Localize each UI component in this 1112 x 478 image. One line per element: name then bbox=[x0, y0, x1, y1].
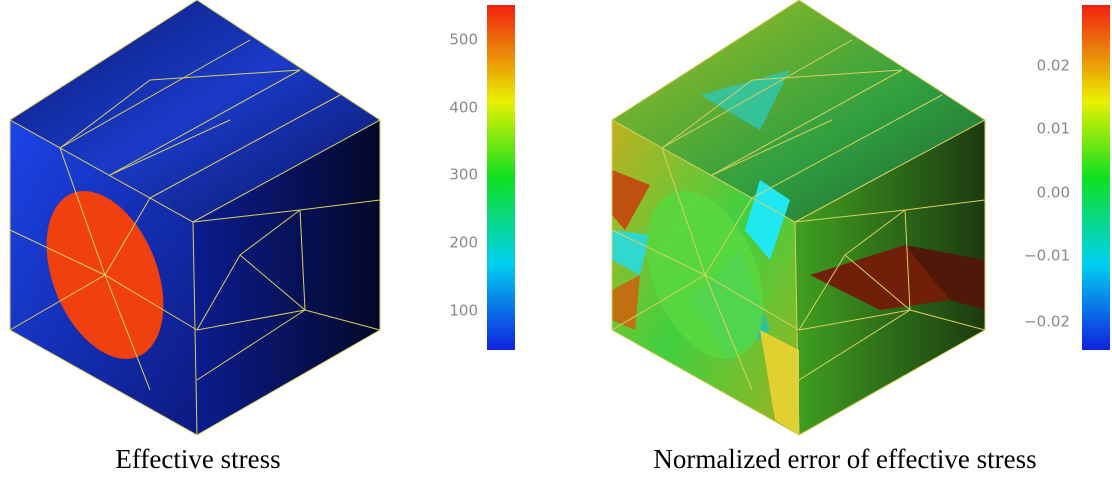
colorbar-tick-label: 400 bbox=[449, 99, 478, 117]
colorbar-tick-label: 0.02 bbox=[1037, 57, 1070, 75]
colorbar-tick-label: 300 bbox=[449, 166, 478, 184]
colorbar-tick-label: −0.01 bbox=[1024, 247, 1070, 265]
colorbar-tick-label: 0.01 bbox=[1037, 120, 1070, 138]
colorbar bbox=[1082, 5, 1110, 350]
colorbar bbox=[487, 5, 515, 350]
caption: Effective stress bbox=[115, 444, 280, 474]
colorbar-tick-label: −0.02 bbox=[1024, 313, 1070, 331]
error-cube bbox=[612, 0, 985, 435]
figure: 500 400 300 200 100 Effective stress 0.0 bbox=[0, 0, 1112, 478]
stress-cube bbox=[10, 0, 380, 435]
colorbar-tick-label: 200 bbox=[449, 234, 478, 252]
caption: Normalized error of effective stress bbox=[653, 444, 1036, 474]
colorbar-tick-label: 100 bbox=[449, 302, 478, 320]
colorbar-tick-label: 500 bbox=[449, 31, 478, 49]
colorbar-tick-label: 0.00 bbox=[1037, 184, 1070, 202]
